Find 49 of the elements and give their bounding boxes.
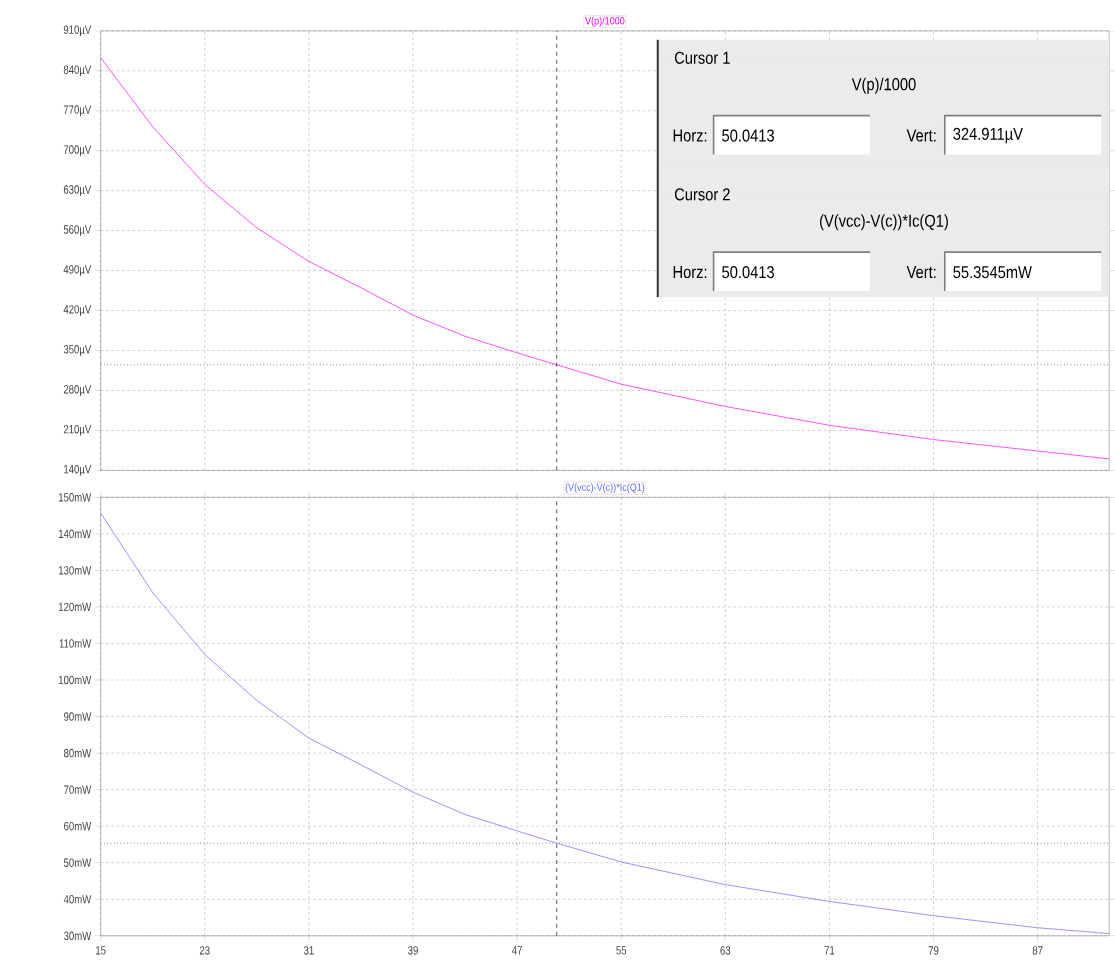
x-tick-label: 79: [928, 946, 939, 955]
y-tick-label: 210µV: [63, 425, 92, 437]
x-tick-label: 63: [720, 946, 731, 955]
y-tick-label: 100mW: [59, 675, 92, 685]
y-tick-label: 80mW: [64, 749, 92, 758]
y-tick-label: 130mW: [59, 566, 92, 575]
x-tick-label: 31: [303, 946, 314, 955]
y-tick-label: 280µV: [63, 385, 92, 397]
annotation: 55.3545mW: [953, 266, 1032, 279]
y-tick-label: 140µV: [64, 465, 92, 476]
annotation: 50.0413: [722, 266, 774, 279]
x-tick-label: 55: [616, 946, 627, 955]
y-tick-label: 150mW: [59, 493, 92, 502]
annotation: Horz:: [673, 129, 707, 142]
y-tick-label: 840µV: [63, 65, 92, 77]
x-tick-label: 15: [96, 946, 106, 955]
x-tick-label: 87: [1032, 946, 1043, 955]
y-tick-label: 490µV: [63, 265, 92, 277]
chart-title: (V(vcc)-V(c))*Ic(Q1): [565, 483, 645, 494]
annotation: Horz:: [673, 266, 707, 279]
y-tick-label: 420µV: [63, 305, 92, 317]
y-tick-label: 40mW: [63, 895, 92, 904]
y-tick-label: 60mW: [64, 822, 92, 831]
y-tick-label: 140mW: [59, 529, 92, 539]
annotation: Cursor 1: [674, 51, 730, 65]
annotation: 324.911µV: [953, 127, 1023, 144]
x-tick-label: 47: [512, 946, 522, 955]
y-tick-label: 50mW: [63, 858, 92, 868]
y-tick-label: 350µV: [63, 345, 92, 357]
x-tick-label: 23: [199, 946, 210, 955]
annotation: 50.0413: [722, 129, 774, 142]
y-tick-label: 770µV: [63, 105, 92, 117]
y-tick-label: 560µV: [63, 225, 92, 237]
annotation: (V(vcc)-V(c))*Ic(Q1): [820, 214, 948, 231]
y-tick-label: 120mW: [59, 602, 92, 612]
y-tick-label: 30mW: [63, 931, 92, 941]
annotation: Vert:: [906, 266, 936, 279]
x-tick-label: 71: [824, 946, 835, 955]
y-tick-label: 70mW: [64, 785, 92, 795]
y-tick-label: 910µV: [63, 25, 92, 37]
x-tick-label: 39: [408, 946, 418, 955]
annotation: Cursor 2: [674, 188, 730, 201]
annotation: V(p)/1000: [851, 77, 916, 94]
y-tick-label: 90mW: [64, 712, 92, 721]
chart-title: V(p)/1000: [585, 16, 625, 27]
annotation: Vert:: [906, 129, 936, 142]
y-tick-label: 630µV: [63, 185, 92, 197]
y-tick-label: 700µV: [63, 145, 92, 157]
y-tick-label: 110mW: [59, 639, 92, 648]
